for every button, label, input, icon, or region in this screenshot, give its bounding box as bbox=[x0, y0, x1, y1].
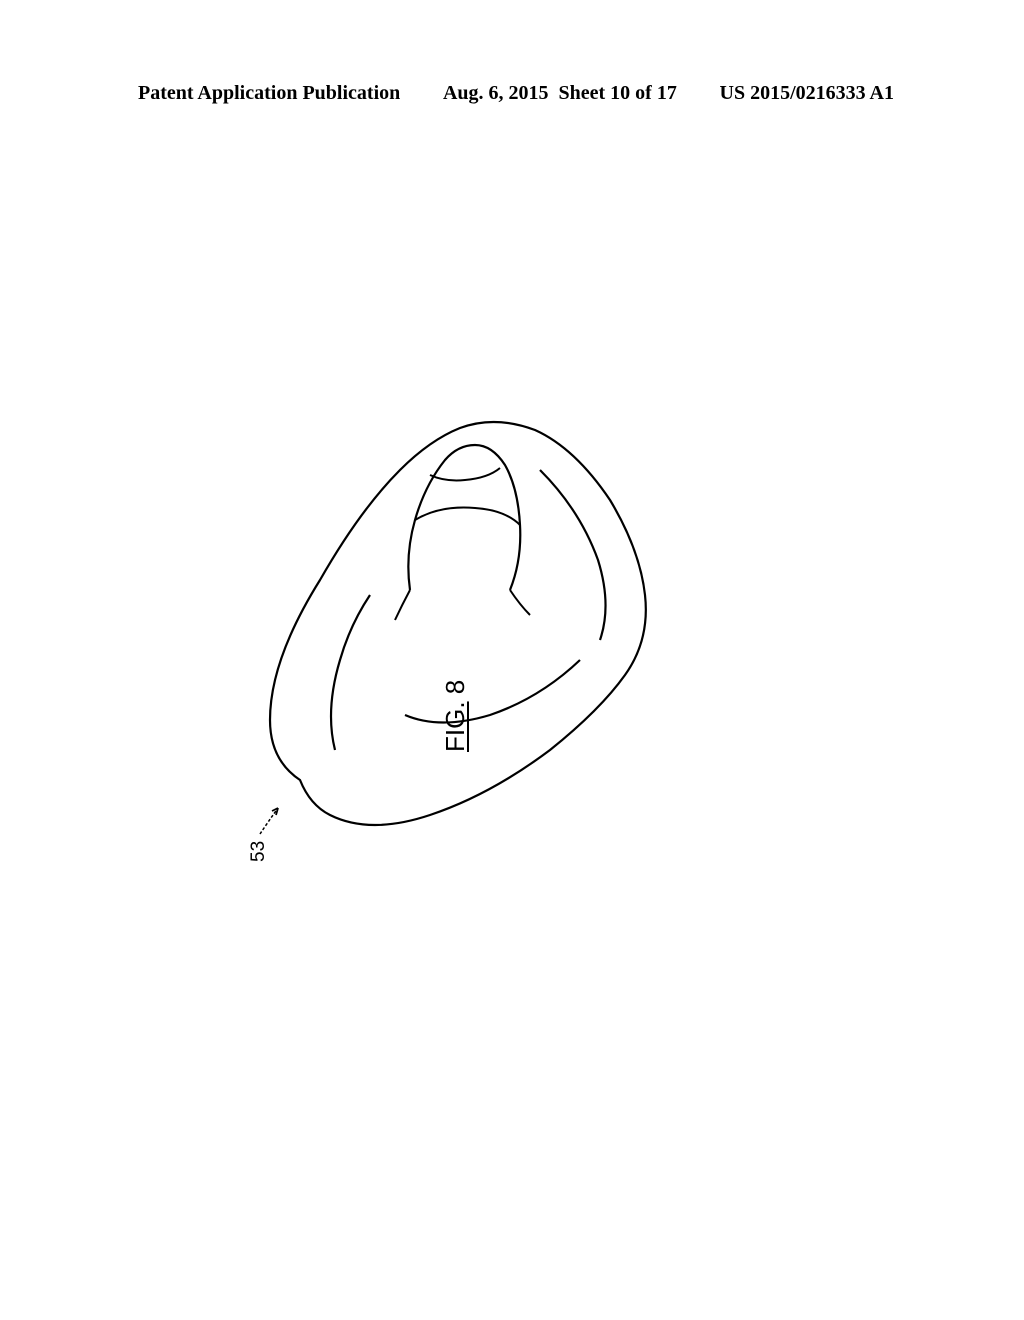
page-header: Patent Application Publication Aug. 6, 2… bbox=[0, 82, 1024, 105]
spout-base-curve bbox=[510, 590, 530, 615]
figure-label-number: 8 bbox=[440, 680, 470, 694]
header-sheet: Sheet 10 of 17 bbox=[559, 82, 677, 104]
figure-label: FIG. 8 bbox=[440, 680, 471, 752]
reference-numeral: 53 bbox=[248, 841, 270, 862]
reference-arrow-icon bbox=[256, 802, 286, 837]
figure-drawing bbox=[230, 380, 670, 840]
spout-rim-front bbox=[415, 508, 520, 526]
spout-outer bbox=[408, 445, 520, 590]
inner-curve-left bbox=[331, 595, 370, 750]
outer-contour bbox=[270, 422, 646, 825]
figure-label-prefix: FIG. bbox=[440, 701, 470, 752]
header-date: Aug. 6, 2015 bbox=[443, 82, 549, 104]
patent-figure-svg bbox=[230, 380, 670, 840]
patent-page: Patent Application Publication Aug. 6, 2… bbox=[0, 0, 1024, 1320]
inner-curve-right bbox=[540, 470, 606, 640]
inner-curve-bottom bbox=[405, 660, 580, 723]
header-publication-number: US 2015/0216333 A1 bbox=[720, 82, 894, 105]
header-center: Aug. 6, 2015 Sheet 10 of 17 bbox=[443, 82, 677, 105]
spout-rim-top bbox=[430, 468, 500, 480]
spout-base-curve-left bbox=[395, 590, 410, 620]
header-publication-type: Patent Application Publication bbox=[138, 82, 400, 105]
